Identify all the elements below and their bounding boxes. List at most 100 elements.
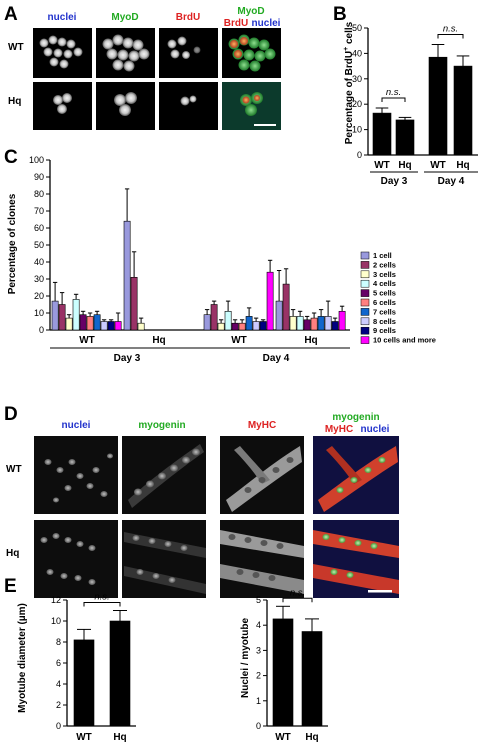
chart-c-bar xyxy=(252,321,260,331)
panel-a-image-wt-nuclei xyxy=(33,28,92,78)
chart-b-bar xyxy=(372,112,392,156)
chart-c-legend-swatch xyxy=(360,279,370,288)
chart-b-significance-bracket xyxy=(437,34,464,39)
chart-c-ytick-label: 10 xyxy=(34,308,44,318)
chart-e-xtick-label: Hq xyxy=(113,732,126,743)
chart-f-significance-bracket xyxy=(282,597,313,603)
panel-label-d: D xyxy=(4,404,18,425)
chart-c-day4: Day 4 xyxy=(263,353,290,364)
chart-c-bar xyxy=(65,317,73,331)
chart-c-legend-swatch xyxy=(360,308,370,316)
chart-b-significance-bracket xyxy=(381,97,406,103)
chart-c-bar xyxy=(331,321,339,331)
panel-label-b: B xyxy=(333,4,347,25)
chart-c-bar xyxy=(303,319,311,331)
chart-e-ytick-label: 4 xyxy=(56,679,61,689)
chart-b-significance-label: n.s. xyxy=(386,87,401,98)
chart-c-legend-swatch xyxy=(360,289,370,297)
chart-c-bar xyxy=(79,314,87,331)
chart-b-significance-label: n.s. xyxy=(443,24,458,35)
chart-c-legend-label: 5 cells xyxy=(373,289,396,298)
panel-d-image-wt-myogenin xyxy=(122,436,206,514)
panel-d-image-hq-myogenin xyxy=(122,520,206,598)
chart-b-bar xyxy=(428,56,448,156)
chart-e-significance-label: n.s. xyxy=(94,592,109,603)
chart-c-legend-label: 7 cells xyxy=(373,307,396,316)
panel-d-merge-header-line2b: nuclei xyxy=(361,424,390,435)
panel-label-e: E xyxy=(4,576,17,597)
chart-b-group-day3: Day 3 xyxy=(381,176,408,187)
chart-c-legend-swatch xyxy=(360,270,370,279)
chart-f-bar xyxy=(301,631,323,727)
chart-c-legend-label: 4 cells xyxy=(373,279,396,288)
chart-e-ytick-label: 2 xyxy=(56,700,61,710)
chart-e-ylabel: Myotube diameter (µm) xyxy=(17,603,28,713)
chart-c-bar xyxy=(282,283,290,331)
chart-c-legend-label: 8 cells xyxy=(373,317,396,326)
chart-c-bar xyxy=(210,304,218,331)
chart-c-legend-label: 6 cells xyxy=(373,298,396,307)
chart-b-ytick-label: 0 xyxy=(357,150,362,160)
panel-d-header-myogenin: myogenin xyxy=(138,420,185,431)
chart-b-ytick-label: 10 xyxy=(352,125,362,135)
panel-a-image-wt-merge xyxy=(222,28,281,78)
chart-c-bar xyxy=(51,300,59,331)
chart-f-ylabel: Nuclei / myotube xyxy=(240,618,251,698)
panel-d-image-wt-merge xyxy=(313,436,399,514)
chart-c-bar xyxy=(289,316,297,331)
chart-c-ylabel: Percentage of clones xyxy=(7,193,18,294)
chart-c-bar xyxy=(107,321,115,331)
chart-e-ytick-label: 0 xyxy=(56,721,61,731)
chart-c-bar xyxy=(275,300,283,331)
chart-c-bar xyxy=(266,271,274,331)
panel-a-image-wt-brdu xyxy=(159,28,218,78)
panel-a-image-wt-myod xyxy=(96,28,155,78)
chart-c-bar xyxy=(86,316,94,331)
chart-c-legend-label: 1 cell xyxy=(373,251,392,260)
panel-a-merge-header-line2b: nuclei xyxy=(252,18,281,29)
panel-a-image-hq-merge xyxy=(222,82,281,130)
chart-b-bar xyxy=(395,119,415,156)
panel-a-image-hq-myod xyxy=(96,82,155,130)
chart-c-bar xyxy=(231,322,239,331)
chart-c-bar xyxy=(217,322,225,331)
panel-a-merge-header-line2a: BrdU xyxy=(224,18,248,29)
chart-e: Myotube diameter (µm) 0 2 4 6 8 10 12 WT Hq n.s… xyxy=(17,592,136,743)
chart-c-group-label: WT xyxy=(231,335,247,346)
panel-a-merge-header-line1: MyoD xyxy=(237,6,264,17)
chart-c-bar xyxy=(310,317,318,331)
chart-c-bar xyxy=(324,316,332,331)
scale-bar-d xyxy=(368,590,392,593)
panel-d-image-hq-myhc xyxy=(220,520,304,598)
chart-b: Percentage of BrdU+ cells 0 10 20 30 40 50 WT… xyxy=(343,21,478,187)
chart-c-bar xyxy=(130,276,138,331)
chart-b-xtick-label: Hq xyxy=(456,160,469,171)
chart-e-significance-bracket xyxy=(83,602,121,607)
chart-b-ytick-label: 20 xyxy=(352,99,362,109)
scale-bar-a xyxy=(254,124,276,126)
chart-c-group-label: WT xyxy=(79,335,95,346)
chart-f-ytick-label: 3 xyxy=(256,645,261,655)
panel-d-image-hq-nuclei xyxy=(34,520,118,598)
chart-f-ytick-label: 1 xyxy=(256,696,261,706)
chart-f-xtick-label: WT xyxy=(275,732,291,743)
chart-b-ytick-label: 50 xyxy=(352,23,362,33)
chart-b-bar xyxy=(453,65,473,156)
chart-b-xtick-label: Hq xyxy=(398,160,411,171)
chart-c-bar xyxy=(123,220,131,331)
chart-e-bar xyxy=(109,620,131,727)
chart-c-group-label: Hq xyxy=(152,335,165,346)
chart-f-ytick-label: 0 xyxy=(256,721,261,731)
chart-c-legend-label: 9 cells xyxy=(373,326,396,335)
chart-c-bar xyxy=(93,314,101,331)
panel-d-merge-header-line2a: MyHC xyxy=(325,424,353,435)
chart-c-legend-label: 3 cells xyxy=(373,270,396,279)
chart-c-legend-swatch xyxy=(360,317,370,326)
chart-c-ytick-label: 50 xyxy=(34,240,44,250)
panel-d-row-hq: Hq xyxy=(6,548,19,559)
chart-b-ytick-label: 30 xyxy=(352,74,362,84)
chart-b-group-day4: Day 4 xyxy=(438,176,465,187)
chart-f-ytick-label: 2 xyxy=(256,671,261,681)
chart-b-ytick-label: 40 xyxy=(352,48,362,58)
chart-c-bar xyxy=(317,316,325,331)
